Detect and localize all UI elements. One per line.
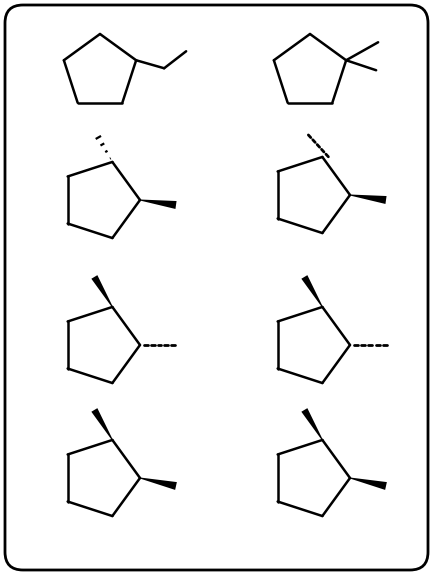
Polygon shape (301, 275, 323, 307)
Polygon shape (350, 194, 387, 204)
Polygon shape (91, 275, 113, 307)
FancyBboxPatch shape (5, 5, 428, 570)
Polygon shape (350, 477, 387, 490)
Polygon shape (140, 200, 177, 209)
Polygon shape (140, 477, 177, 490)
Polygon shape (301, 408, 323, 440)
Polygon shape (91, 408, 113, 440)
